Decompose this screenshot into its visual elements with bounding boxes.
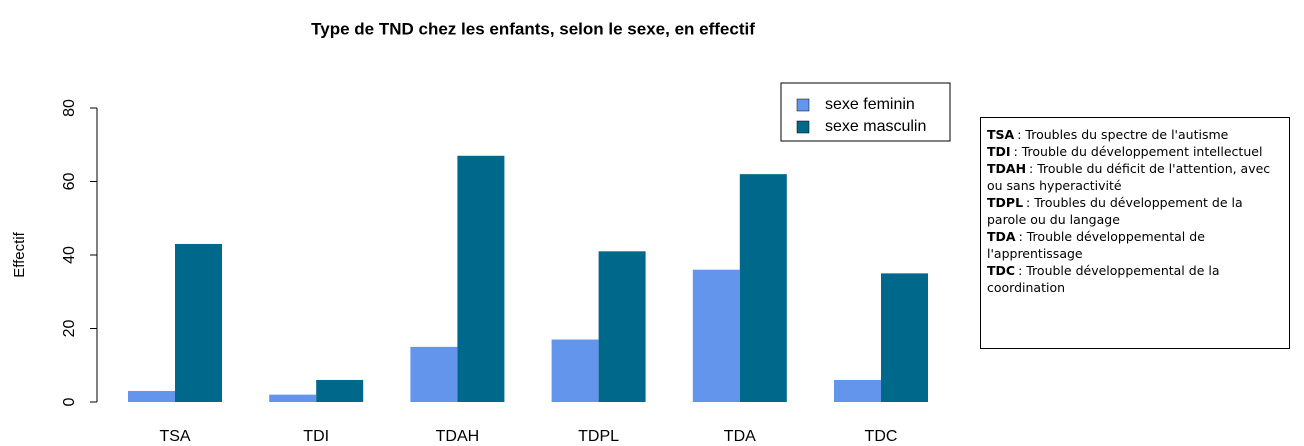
- note-entry: TSA: Troubles du spectre de l'autisme: [987, 126, 1283, 143]
- note-term: TDI: [987, 144, 1011, 159]
- note-text: : Troubles du développement de la parole…: [987, 195, 1243, 227]
- note-text: : Trouble du développement intellectuel: [1013, 144, 1263, 159]
- x-tick-label: TDPL: [578, 428, 619, 445]
- y-axis-label: Effectif: [11, 231, 28, 277]
- bar: [834, 379, 881, 402]
- y-tick-label: 60: [61, 173, 78, 191]
- x-tick-label: TDC: [865, 428, 898, 445]
- note-entry: TDAH: Trouble du déficit de l'attention,…: [987, 160, 1283, 194]
- bar: [551, 339, 599, 402]
- bar: [692, 269, 740, 402]
- note-entry: TDA: Trouble développemental de l'appren…: [987, 228, 1283, 262]
- note-entry: TDPL: Troubles du développement de la pa…: [987, 194, 1283, 228]
- bar: [128, 390, 175, 402]
- bar: [175, 243, 222, 402]
- legend-label: sexe masculin: [825, 118, 926, 135]
- note-term: TDAH: [987, 161, 1027, 176]
- bar: [598, 251, 646, 402]
- x-tick-label: TDA: [724, 428, 756, 445]
- legend-swatch: [796, 120, 810, 134]
- y-tick-label: 80: [61, 99, 78, 117]
- note-entry: TDC: Trouble développemental de la coord…: [987, 262, 1283, 296]
- bar: [457, 155, 505, 402]
- x-tick-label: TDI: [303, 428, 329, 445]
- legend-swatch: [796, 98, 810, 112]
- note-text: : Trouble développemental de l'apprentis…: [987, 229, 1205, 261]
- note-term: TDC: [987, 263, 1016, 278]
- bar: [739, 174, 787, 402]
- note-text: : Trouble du déficit de l'attention, ave…: [987, 161, 1271, 193]
- x-tick-label: TDAH: [436, 428, 480, 445]
- note-text: : Troubles du spectre de l'autisme: [1017, 127, 1229, 142]
- note-term: TDPL: [987, 195, 1024, 210]
- bar: [410, 346, 458, 402]
- note-text: : Trouble développemental de la coordina…: [987, 263, 1220, 295]
- bar: [316, 379, 364, 402]
- note-term: TSA: [987, 127, 1015, 142]
- bar: [269, 394, 317, 402]
- chart-title: Type de TND chez les enfants, selon le s…: [311, 19, 755, 38]
- y-tick-label: 0: [61, 397, 78, 406]
- legend-label: sexe feminin: [825, 96, 915, 113]
- bar: [881, 273, 928, 402]
- y-tick-label: 20: [61, 320, 78, 338]
- note-box: TSA: Troubles du spectre de l'autisme TDI…: [980, 117, 1290, 349]
- note-term: TDA: [987, 229, 1016, 244]
- note-entry: TDI: Trouble du développement intellectu…: [987, 143, 1283, 160]
- x-tick-label: TSA: [159, 428, 190, 445]
- y-tick-label: 40: [61, 246, 78, 264]
